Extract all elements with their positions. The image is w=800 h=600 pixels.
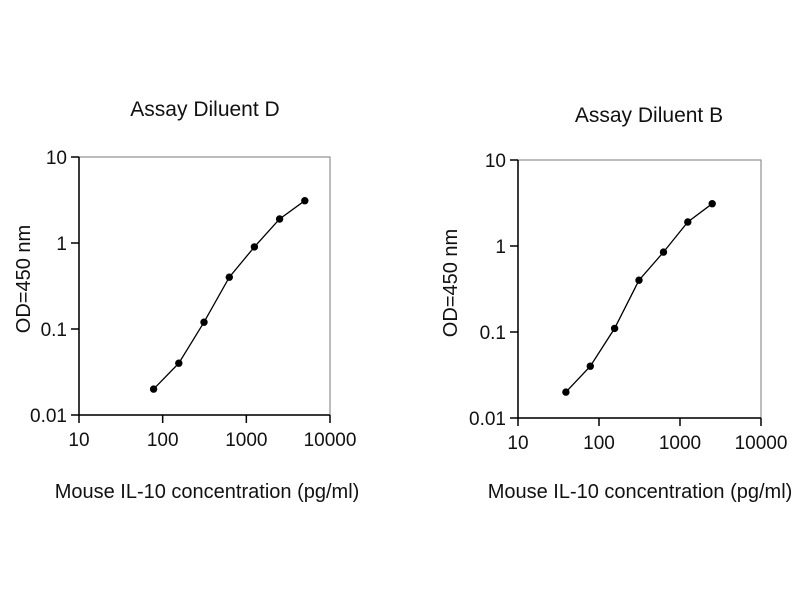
x-tick-label: 10000 (735, 433, 788, 454)
data-point (250, 243, 259, 251)
chart-title: Assay Diluent D (130, 98, 279, 121)
data-point (708, 200, 716, 208)
chart-title: Assay Diluent B (575, 104, 723, 127)
x-tick-label: 100 (147, 430, 179, 451)
data-point (149, 385, 158, 393)
data-point (610, 324, 619, 333)
x-tick-label: 100 (583, 433, 615, 454)
y-tick-label: 10 (485, 151, 506, 172)
data-point (659, 248, 668, 256)
y-tick-label: 1 (56, 234, 67, 255)
plot-frame (517, 159, 762, 419)
data-point (586, 362, 594, 370)
y-tick-label: 0.01 (469, 409, 506, 430)
chart-assay-diluent-d: Assay Diluent D OD=450 nm Mouse IL-10 co… (13, 98, 360, 503)
x-tick-label: 10 (507, 433, 528, 454)
data-point (635, 276, 643, 284)
plot-frame (78, 156, 331, 416)
y-tick-label: 1 (495, 237, 506, 258)
y-tick-label: 10 (46, 148, 67, 169)
data-point (175, 359, 183, 367)
y-tick-label: 0.01 (30, 406, 67, 427)
data-point (301, 197, 309, 205)
axis-lines (517, 160, 761, 419)
data-point (562, 388, 570, 396)
data-point (684, 218, 692, 226)
data-point (200, 318, 208, 326)
y-tick-label: 0.1 (41, 320, 67, 341)
data-point (225, 273, 233, 281)
y-axis-title: OD=450 nm (13, 225, 35, 333)
axis-lines (78, 157, 330, 416)
chart-assay-diluent-b: Assay Diluent B OD=450 nm Mouse IL-10 co… (440, 104, 793, 503)
x-tick-label: 10 (68, 430, 89, 451)
x-tick-label: 1000 (225, 430, 267, 451)
x-tick-label: 1000 (659, 433, 701, 454)
y-tick-label: 0.1 (480, 323, 506, 344)
y-axis-title: OD=450 nm (440, 229, 462, 337)
x-axis-title: Mouse IL-10 concentration (pg/ml) (55, 481, 360, 503)
x-axis-title: Mouse IL-10 concentration (pg/ml) (488, 481, 793, 503)
data-point (275, 215, 284, 223)
x-tick-label: 10000 (304, 430, 357, 451)
